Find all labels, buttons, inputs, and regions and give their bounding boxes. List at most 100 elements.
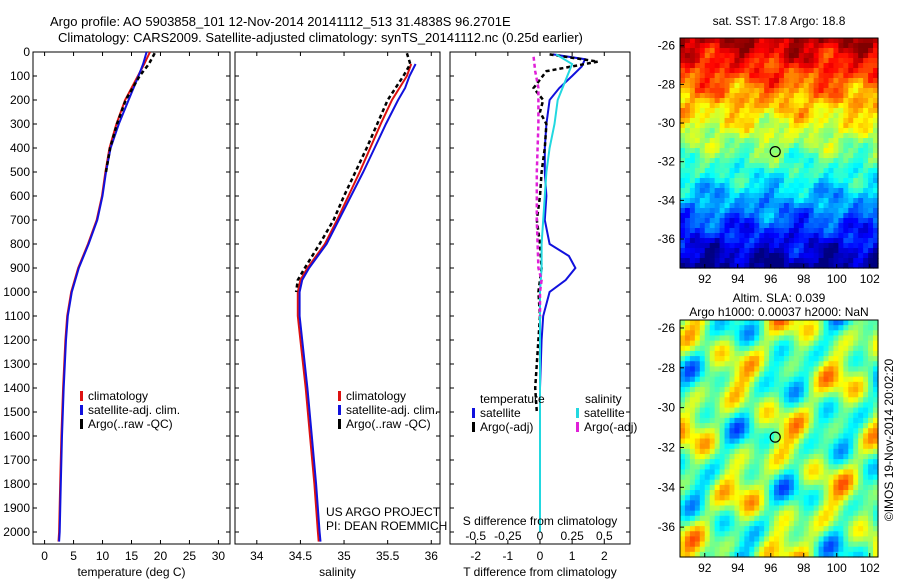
map-cell: [749, 536, 755, 543]
map-cell: [873, 515, 879, 522]
map-cell: [818, 188, 825, 194]
map-cell: [838, 103, 844, 109]
map-cell: [793, 541, 800, 548]
map-cell: [843, 459, 849, 465]
map-cell: [694, 386, 701, 393]
map-cell: [813, 203, 820, 209]
map-cell: [764, 218, 770, 224]
map-cell: [764, 340, 770, 347]
map-cell: [680, 469, 686, 476]
map-cell: [689, 546, 696, 553]
map-cell: [694, 443, 701, 450]
map-cell: [769, 453, 775, 460]
map-cell: [793, 63, 800, 69]
map-cell: [764, 228, 770, 234]
map-cell: [769, 392, 775, 398]
map-cell: [724, 350, 731, 357]
map-cell: [729, 63, 736, 69]
map-cell: [754, 330, 760, 337]
map-cell: [858, 93, 864, 99]
map-cell: [749, 356, 755, 362]
map-cell: [808, 361, 815, 367]
map-cell: [774, 138, 780, 144]
map-cell: [783, 118, 790, 124]
map-cell: [699, 484, 706, 491]
map-cell: [684, 48, 691, 54]
map-cell: [858, 223, 864, 229]
map-cell: [699, 113, 706, 119]
map-cell: [764, 464, 770, 471]
map-cell: [853, 392, 859, 398]
map-cell: [749, 402, 755, 409]
map-cell: [729, 500, 736, 507]
map-cell: [719, 366, 726, 373]
map-cell: [754, 113, 760, 119]
map-cell: [803, 218, 810, 224]
map-cell: [754, 198, 760, 204]
map-cell: [863, 213, 869, 219]
map-cell: [858, 153, 864, 159]
map-cell: [680, 541, 686, 548]
map-cell: [709, 58, 716, 64]
map-cell: [838, 335, 844, 342]
map-cell: [833, 198, 839, 204]
map-cell: [828, 108, 835, 114]
map-cell: [694, 218, 701, 224]
map-cell: [719, 376, 726, 383]
map-cell: [734, 223, 740, 229]
map-cell: [744, 113, 750, 119]
map-cell: [783, 392, 790, 398]
map-cell: [694, 510, 701, 517]
map-cell: [749, 438, 755, 445]
map-cell: [793, 88, 800, 94]
map-cell: [744, 58, 750, 64]
map-cell: [848, 233, 854, 239]
map-cell: [739, 263, 745, 269]
map-cell: [828, 500, 835, 507]
map-cell: [774, 520, 780, 527]
map-cell: [788, 330, 795, 337]
map-cell: [704, 340, 711, 347]
map-cell: [793, 128, 800, 134]
map-cell: [873, 320, 879, 326]
map-cell: [813, 113, 820, 119]
map-cell: [749, 78, 755, 84]
map-cell: [774, 148, 780, 154]
map-cell: [734, 183, 740, 189]
map-cell: [744, 93, 750, 99]
map-cell: [823, 376, 830, 383]
map-cell: [680, 103, 686, 109]
map-cell: [719, 93, 726, 99]
map-cell: [868, 223, 874, 229]
map-cell: [863, 103, 869, 109]
map-cell: [798, 243, 805, 249]
map-cell: [759, 128, 765, 134]
map-cell: [689, 258, 696, 264]
map-cell: [734, 128, 740, 134]
map-cell: [803, 58, 810, 64]
map-cell: [719, 448, 726, 455]
map-cell: [808, 510, 815, 517]
map-cell: [744, 133, 750, 139]
map-cell: [714, 58, 721, 64]
map-cell: [873, 218, 879, 224]
map-cell: [739, 438, 745, 445]
map-cell: [729, 505, 736, 512]
map-cell: [863, 133, 869, 139]
map-cell: [749, 238, 755, 244]
map-cell: [734, 238, 740, 244]
map-cell: [684, 103, 691, 109]
map-cell: [744, 253, 750, 259]
map-cell: [680, 366, 686, 373]
map-cell: [853, 505, 859, 512]
map-cell: [858, 402, 864, 409]
map-cell: [684, 183, 691, 189]
map-cell: [843, 551, 849, 558]
map-cell: [843, 350, 849, 357]
map-cell: [868, 233, 874, 239]
map-cell: [774, 371, 780, 378]
map-cell: [684, 371, 691, 378]
map-cell: [694, 178, 701, 184]
map-cell: [828, 453, 835, 460]
